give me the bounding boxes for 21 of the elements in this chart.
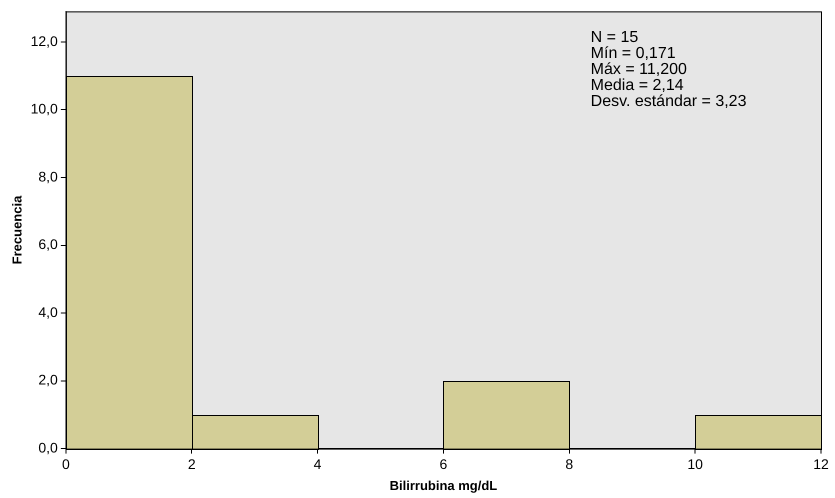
- x-tick-label: 0: [62, 456, 70, 472]
- y-tick-label: 2,0: [38, 372, 58, 388]
- y-tick-label: 0,0: [38, 439, 58, 456]
- y-tick-label: 12,0: [30, 32, 58, 49]
- annotation: N = 15: [590, 28, 638, 46]
- x-tick-label: 4: [314, 456, 322, 472]
- x-tick-label: 6: [440, 456, 448, 472]
- y-tick-label: 10,0: [30, 100, 58, 117]
- x-tick-label: 12: [813, 456, 829, 472]
- x-axis-title: Bilirrubina mg/dL: [390, 478, 498, 493]
- y-tick-label: 6,0: [38, 236, 58, 252]
- annotation: Mín = 0,171: [590, 44, 676, 62]
- annotation: Desv. estándar = 3,23: [590, 92, 747, 110]
- y-axis-title: Frecuencia: [9, 194, 24, 264]
- y-tick-label: 4,0: [38, 304, 58, 320]
- x-tick-label: 2: [188, 456, 196, 472]
- x-tick-label: 8: [565, 456, 574, 472]
- annotation: Máx = 11,200: [590, 60, 687, 78]
- y-tick-label: 8,0: [38, 168, 58, 184]
- x-tick-label: 10: [687, 456, 704, 472]
- annotation: Media = 2,14: [590, 76, 684, 94]
